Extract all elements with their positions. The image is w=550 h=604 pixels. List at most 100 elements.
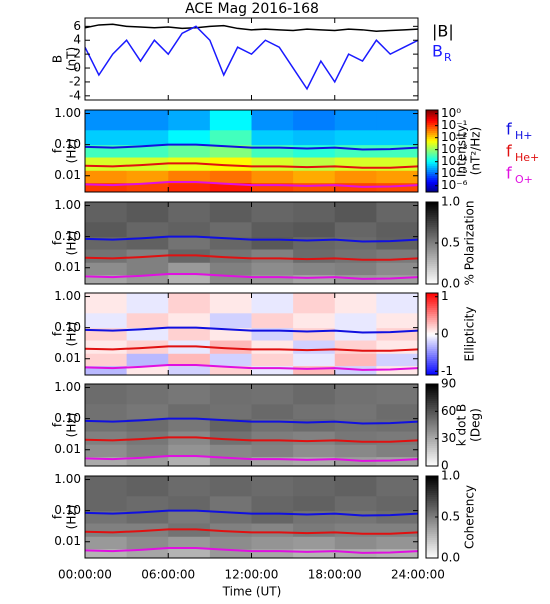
colorbar-segment — [426, 402, 438, 405]
colorbar-segment — [426, 295, 438, 298]
heatmap-cell — [376, 129, 418, 146]
colorbar-segment — [426, 543, 438, 547]
heatmap-cell — [251, 327, 294, 341]
colorbar-segment — [426, 366, 438, 370]
colorbar-segment — [426, 529, 438, 532]
colorbar-segment — [426, 263, 438, 267]
heatmap-cell — [85, 476, 128, 497]
colorbar-segment — [426, 480, 438, 483]
colorbar-segment — [426, 216, 438, 219]
gyrofrequency-line — [85, 143, 418, 151]
colorbar-segment — [426, 140, 438, 144]
heatmap-cell — [251, 365, 294, 375]
heatmap-cell — [209, 444, 252, 458]
heatmap-cell — [251, 170, 294, 184]
heatmap-cell — [293, 236, 336, 250]
colorbar-segment — [426, 354, 438, 358]
plot-area — [85, 110, 418, 192]
colorbar-segment — [426, 356, 438, 360]
colorbar-segment — [426, 240, 438, 244]
heatmap-cell — [293, 384, 336, 405]
heatmap-cell — [168, 403, 211, 420]
colorbar-segment — [426, 210, 438, 213]
colorbar-segment — [426, 519, 438, 522]
colorbar-segment — [426, 208, 438, 211]
colorbar-segment — [426, 461, 438, 465]
heatmap-cell — [251, 384, 294, 405]
heatmap-cell — [251, 274, 294, 284]
colorbar-segment — [426, 277, 438, 281]
gyrofrequency-line — [85, 528, 418, 535]
heatmap-cell — [168, 262, 211, 276]
colorbar-segment — [426, 478, 438, 481]
heatmap-cell — [168, 548, 211, 558]
heatmap-cell — [376, 327, 418, 341]
heatmap-cell — [293, 536, 336, 550]
heatmap-cell — [251, 129, 294, 146]
heatmap-cell — [376, 548, 418, 558]
gyrofrequency-line — [85, 326, 418, 334]
colorbar-segment — [426, 134, 438, 138]
y-axis-label: f — [51, 514, 65, 519]
colorbar-segment — [426, 319, 438, 323]
colorbar-segment — [426, 228, 438, 232]
y-axis-label: (Hz) — [65, 322, 79, 347]
heatmap-cell — [376, 236, 418, 250]
colorbar-segment — [426, 202, 438, 205]
colorbar-segment — [426, 243, 438, 246]
colorbar-segment — [426, 273, 438, 277]
heatmap-cell — [126, 170, 169, 184]
heatmap-cell — [209, 384, 252, 405]
heatmap-cell — [251, 293, 294, 314]
colorbar-segment — [426, 384, 438, 387]
heatmap-cell — [334, 384, 377, 405]
y-tick-label: 6 — [73, 19, 81, 33]
heatmap-cell — [126, 444, 169, 458]
heatmap-cell — [293, 353, 336, 367]
heatmap-cell — [293, 444, 336, 458]
heatmap-cell — [85, 170, 128, 184]
heatmap-cell — [376, 495, 418, 512]
colorbar-segment — [426, 175, 438, 179]
colorbar-segment — [426, 506, 438, 510]
colorbar-segment — [426, 533, 438, 536]
colorbar-label: k dot B — [455, 404, 469, 446]
gyrofrequency-line — [85, 417, 418, 425]
colorbar-tick-label: 1.0 — [441, 195, 460, 209]
colorbar-segment — [426, 431, 438, 434]
heatmap-cell — [251, 418, 294, 432]
y-tick-label: 0.01 — [54, 168, 81, 182]
colorbar-segment — [426, 420, 438, 424]
colorbar-segment — [426, 251, 438, 254]
heatmap-cell — [376, 312, 418, 329]
colorbar-segment — [426, 171, 438, 175]
colorbar-segment — [426, 224, 438, 228]
heatmap-cell — [293, 157, 336, 171]
y-tick-label: 1.00 — [54, 289, 81, 303]
colorbar-segment — [426, 551, 438, 555]
colorbar-segment — [426, 297, 438, 300]
heatmap-cell — [209, 456, 252, 466]
heatmap-cell — [293, 293, 336, 314]
colorbar-segment — [426, 368, 438, 372]
heatmap-cell — [376, 202, 418, 223]
colorbar-segment — [426, 488, 438, 491]
heatmap-cell — [293, 202, 336, 223]
colorbar-segment — [426, 416, 438, 420]
colorbar-segment — [426, 118, 438, 121]
heatmap-cell — [209, 403, 252, 420]
heatmap-cell — [168, 444, 211, 458]
colorbar-segment — [426, 525, 438, 528]
y-axis-label: B — [51, 55, 65, 63]
colorbar-segment — [426, 340, 438, 343]
colorbar-segment — [426, 451, 438, 455]
legend-subscript: H+ — [515, 129, 533, 142]
colorbar-segment — [426, 144, 438, 148]
heatmap-cell — [168, 312, 211, 329]
heatmap-cell — [293, 249, 336, 263]
heatmap-cell — [209, 536, 252, 550]
y-tick-label: 4 — [73, 33, 81, 47]
heatmap-cell — [126, 274, 169, 284]
heatmap-cell — [334, 495, 377, 512]
legend-symbol: f — [506, 164, 512, 183]
